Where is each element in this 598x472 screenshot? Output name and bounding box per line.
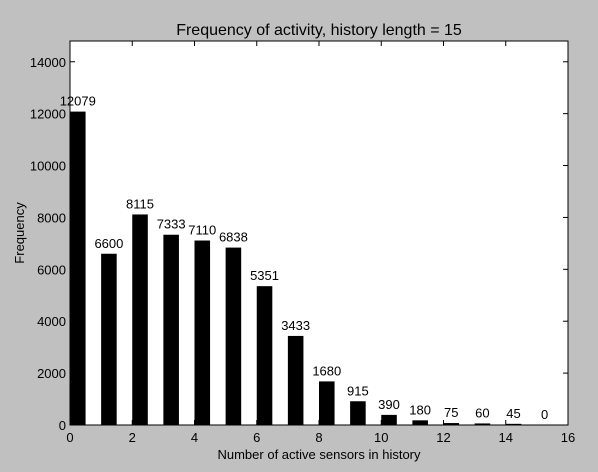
x-tick-label-2: 2 xyxy=(129,430,136,445)
data-label-4: 7110 xyxy=(188,223,216,238)
data-label-1: 6600 xyxy=(94,236,123,251)
data-label-13: 60 xyxy=(475,405,489,420)
x-tick-label-6: 6 xyxy=(253,430,260,445)
data-label-14: 45 xyxy=(506,406,520,421)
x-tick-label-0: 0 xyxy=(66,430,73,445)
data-label-9: 915 xyxy=(347,383,369,398)
x-tick-label-8: 8 xyxy=(315,430,322,445)
data-label-10: 390 xyxy=(378,397,400,412)
data-label-11: 180 xyxy=(409,402,431,417)
x-tick-label-4: 4 xyxy=(191,430,198,445)
bar-14 xyxy=(506,424,522,425)
bar-11 xyxy=(412,420,428,425)
bar-0 xyxy=(70,112,86,425)
bar-7 xyxy=(288,336,304,425)
data-label-6: 5351 xyxy=(250,268,279,283)
x-tick-label-16: 16 xyxy=(561,430,575,445)
x-tick-label-14: 14 xyxy=(499,430,513,445)
y-tick-label-6000: 6000 xyxy=(37,262,66,277)
bar-2 xyxy=(132,214,148,425)
data-label-5: 6838 xyxy=(219,230,248,245)
bar-12 xyxy=(444,423,460,425)
y-tick-label-4000: 4000 xyxy=(37,314,66,329)
bar-3 xyxy=(163,235,179,425)
y-tick-label-14000: 14000 xyxy=(30,55,66,70)
x-tick-label-10: 10 xyxy=(374,430,388,445)
data-label-12: 75 xyxy=(444,405,458,420)
bar-4 xyxy=(195,241,211,425)
bar-6 xyxy=(257,286,273,425)
y-tick-label-8000: 8000 xyxy=(37,210,66,225)
bar-1 xyxy=(101,254,117,425)
chart-title: Frequency of activity, history length = … xyxy=(176,22,462,39)
data-label-15: 0 xyxy=(541,407,548,422)
x-axis-label: Number of active sensors in history xyxy=(217,447,421,462)
bar-13 xyxy=(475,423,491,425)
data-label-3: 7333 xyxy=(157,217,186,232)
data-label-7: 3433 xyxy=(281,318,310,333)
y-tick-label-12000: 12000 xyxy=(30,107,66,122)
x-tick-label-12: 12 xyxy=(436,430,450,445)
data-label-8: 1680 xyxy=(312,363,341,378)
bar-10 xyxy=(381,415,397,425)
bar-8 xyxy=(319,381,335,425)
data-label-2: 8115 xyxy=(126,196,154,211)
y-tick-label-2000: 2000 xyxy=(37,366,66,381)
y-tick-label-0: 0 xyxy=(59,418,66,433)
y-axis-label: Frequency xyxy=(12,202,27,264)
y-tick-label-10000: 10000 xyxy=(30,159,66,174)
bar-5 xyxy=(226,248,242,425)
bar-9 xyxy=(350,401,366,425)
